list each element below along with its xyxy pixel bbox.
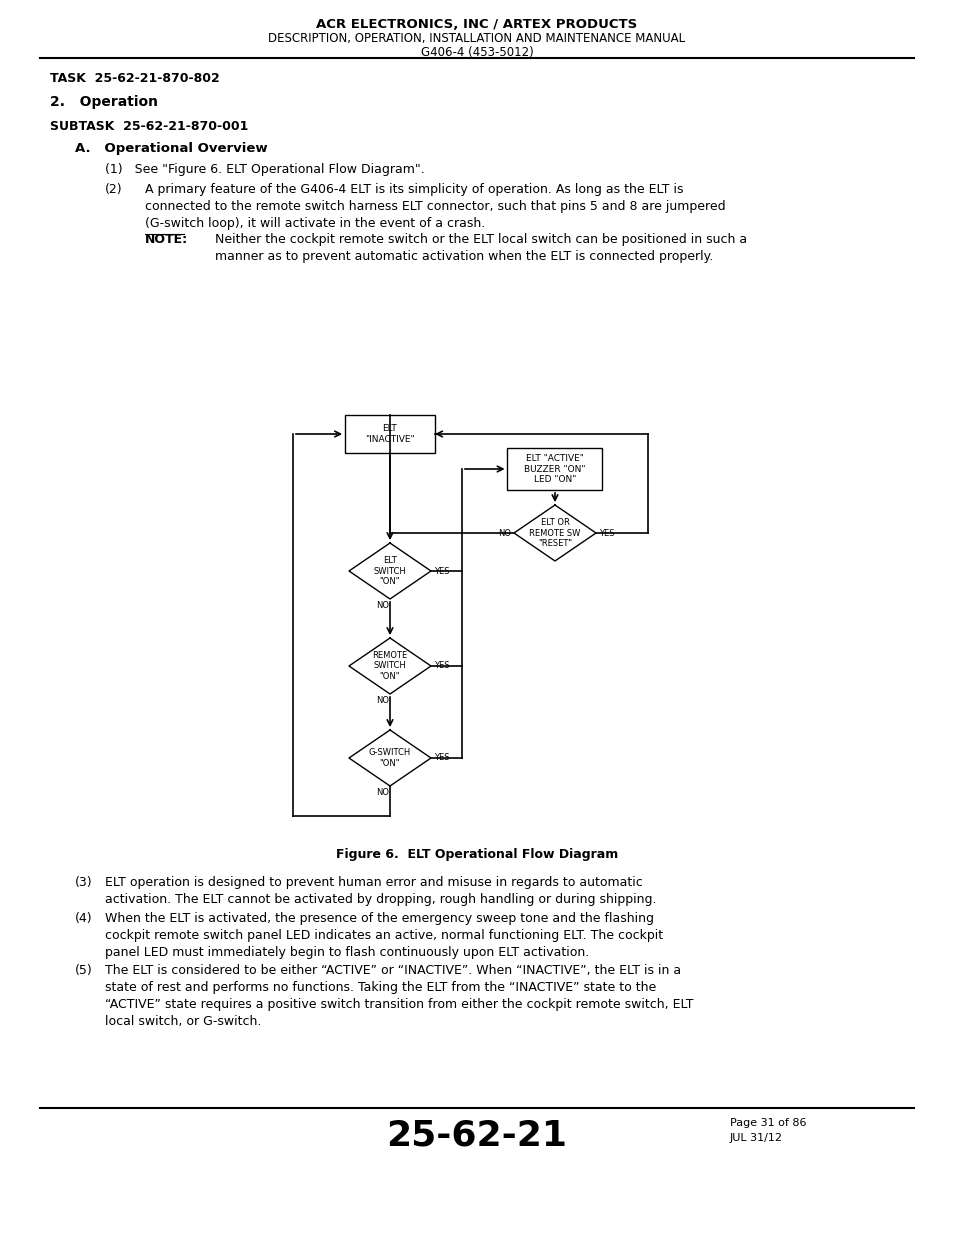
Text: (2): (2) bbox=[105, 183, 123, 196]
Text: (4): (4) bbox=[75, 911, 92, 925]
Text: 2.   Operation: 2. Operation bbox=[50, 95, 158, 109]
Text: REMOTE
SWITCH
"ON": REMOTE SWITCH "ON" bbox=[372, 651, 407, 680]
Text: 25-62-21: 25-62-21 bbox=[386, 1118, 567, 1152]
Text: (3): (3) bbox=[75, 876, 92, 889]
Text: NO: NO bbox=[376, 697, 389, 705]
Text: Page 31 of 86: Page 31 of 86 bbox=[729, 1118, 805, 1128]
Text: (5): (5) bbox=[75, 965, 92, 977]
Text: G-SWITCH
"ON": G-SWITCH "ON" bbox=[369, 748, 411, 768]
Text: YES: YES bbox=[434, 567, 449, 576]
Text: G406-4 (453-5012): G406-4 (453-5012) bbox=[420, 46, 533, 59]
Text: A.   Operational Overview: A. Operational Overview bbox=[75, 142, 268, 156]
Bar bbox=[345, 415, 435, 453]
Bar bbox=[507, 448, 602, 490]
Text: YES: YES bbox=[434, 753, 449, 762]
Text: ELT "ACTIVE"
BUZZER "ON"
LED "ON": ELT "ACTIVE" BUZZER "ON" LED "ON" bbox=[524, 454, 585, 484]
Text: NO: NO bbox=[376, 788, 389, 797]
Text: NOTE:: NOTE: bbox=[145, 233, 188, 246]
Text: ACR ELECTRONICS, INC / ARTEX PRODUCTS: ACR ELECTRONICS, INC / ARTEX PRODUCTS bbox=[316, 19, 637, 31]
Text: ELT
SWITCH
"ON": ELT SWITCH "ON" bbox=[374, 556, 406, 585]
Text: When the ELT is activated, the presence of the emergency sweep tone and the flas: When the ELT is activated, the presence … bbox=[105, 911, 662, 960]
Text: NO: NO bbox=[497, 529, 511, 537]
Text: YES: YES bbox=[598, 529, 614, 537]
Text: The ELT is considered to be either “ACTIVE” or “INACTIVE”. When “INACTIVE”, the : The ELT is considered to be either “ACTI… bbox=[105, 965, 693, 1028]
Text: YES: YES bbox=[434, 662, 449, 671]
Text: ELT
"INACTIVE": ELT "INACTIVE" bbox=[365, 425, 415, 443]
Text: ELT OR
REMOTE SW
"RESET": ELT OR REMOTE SW "RESET" bbox=[529, 519, 580, 548]
Text: A primary feature of the G406-4 ELT is its simplicity of operation. As long as t: A primary feature of the G406-4 ELT is i… bbox=[145, 183, 725, 230]
Text: DESCRIPTION, OPERATION, INSTALLATION AND MAINTENANCE MANUAL: DESCRIPTION, OPERATION, INSTALLATION AND… bbox=[268, 32, 685, 44]
Text: NO: NO bbox=[376, 601, 389, 610]
Text: SUBTASK  25-62-21-870-001: SUBTASK 25-62-21-870-001 bbox=[50, 120, 248, 133]
Text: ELT operation is designed to prevent human error and misuse in regards to automa: ELT operation is designed to prevent hum… bbox=[105, 876, 656, 906]
Text: TASK  25-62-21-870-802: TASK 25-62-21-870-802 bbox=[50, 72, 219, 85]
Text: (1)   See "Figure 6. ELT Operational Flow Diagram".: (1) See "Figure 6. ELT Operational Flow … bbox=[105, 163, 424, 177]
Text: Figure 6.  ELT Operational Flow Diagram: Figure 6. ELT Operational Flow Diagram bbox=[335, 848, 618, 861]
Text: JUL 31/12: JUL 31/12 bbox=[729, 1132, 782, 1144]
Text: Neither the cockpit remote switch or the ELT local switch can be positioned in s: Neither the cockpit remote switch or the… bbox=[214, 233, 746, 263]
